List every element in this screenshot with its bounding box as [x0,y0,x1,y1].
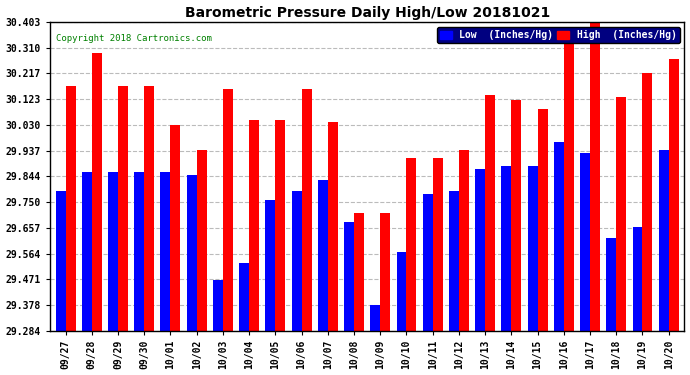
Legend: Low  (Inches/Hg), High  (Inches/Hg): Low (Inches/Hg), High (Inches/Hg) [437,27,680,43]
Bar [406,158,417,331]
Bar [292,191,302,331]
Bar [380,213,391,331]
Bar [502,166,511,331]
Bar [459,150,469,331]
Bar [118,86,128,331]
Bar [475,169,485,331]
Bar [659,150,669,331]
Bar [485,95,495,331]
Bar [56,191,66,331]
Bar [82,172,92,331]
Bar [223,89,233,331]
Bar [144,86,154,331]
Bar [108,172,118,331]
Bar [92,53,101,331]
Bar [266,200,275,331]
Bar [328,122,338,331]
Bar [302,89,312,331]
Bar [433,158,443,331]
Bar [170,125,180,331]
Bar [187,175,197,331]
Bar [554,142,564,331]
Bar [213,280,223,331]
Bar [564,28,574,331]
Bar [642,73,653,331]
Bar [66,86,75,331]
Bar [161,172,170,331]
Bar [580,153,590,331]
Bar [449,191,459,331]
Bar [318,180,328,331]
Bar [344,222,354,331]
Bar [249,120,259,331]
Bar [354,213,364,331]
Bar [397,252,406,331]
Bar [528,166,538,331]
Bar [616,98,627,331]
Bar [607,238,616,331]
Bar [423,194,433,331]
Bar [135,172,144,331]
Bar [197,150,206,331]
Bar [590,23,600,331]
Bar [371,304,380,331]
Text: Copyright 2018 Cartronics.com: Copyright 2018 Cartronics.com [56,34,212,44]
Bar [669,59,679,331]
Title: Barometric Pressure Daily High/Low 20181021: Barometric Pressure Daily High/Low 20181… [184,6,550,20]
Bar [538,108,548,331]
Bar [511,100,522,331]
Bar [239,263,249,331]
Bar [633,227,642,331]
Bar [275,120,286,331]
